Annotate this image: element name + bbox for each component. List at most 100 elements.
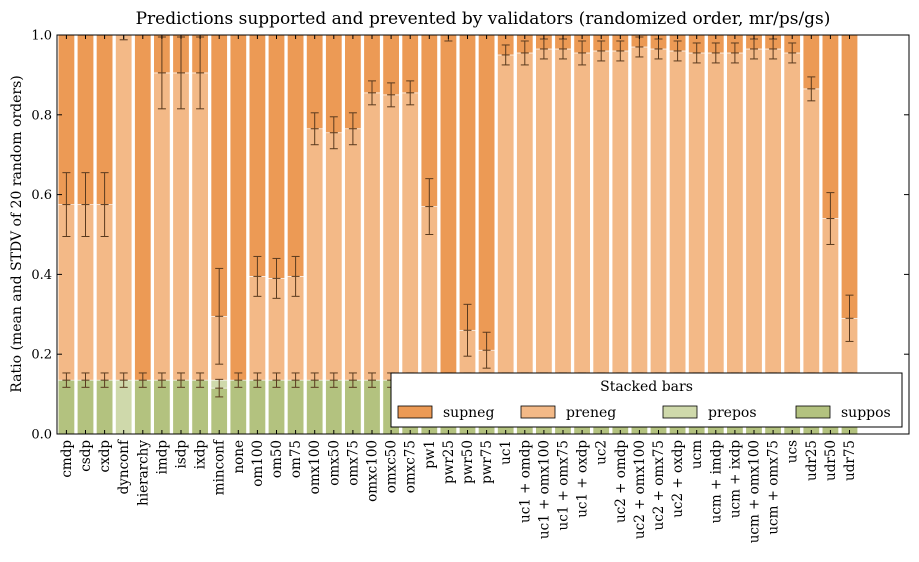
bar-uc1-omx75-preneg	[554, 48, 572, 381]
bar-isdp-preneg	[172, 72, 190, 381]
bar-imdp-preneg	[153, 72, 171, 381]
bar-omxc75-preneg	[401, 92, 419, 381]
errbar-cxdp-preneg	[100, 172, 109, 237]
legend-swatch-suppos	[795, 405, 831, 419]
errbar-om75-suppos	[291, 372, 300, 388]
bar-omxc100-suppos	[363, 379, 381, 435]
y-axis: 0.0 0.2 0.4 0.6 0.8 1.0	[31, 29, 909, 443]
x-tick-label: imdp	[154, 440, 170, 474]
errbar-ixdp-preneg	[196, 36, 205, 110]
bar-uc1-preneg	[497, 54, 515, 381]
errbar-uc1-oxdp-preneg	[578, 40, 587, 66]
errbar-omxc100-suppos	[368, 372, 376, 388]
errbar-imdp-suppos	[157, 372, 166, 388]
errbar-minconf-suppos	[215, 378, 224, 398]
y-tick-label: 0.0	[31, 428, 52, 443]
errbar-minconf-preneg	[215, 267, 224, 365]
errbar-ucm-imdp-preneg	[711, 42, 720, 64]
x-tick-label: omx100	[307, 440, 323, 494]
bar-uc2-omx100-preneg	[630, 46, 648, 381]
x-tick-label: dynconf	[116, 439, 132, 494]
errbar-omx50-suppos	[329, 372, 338, 388]
x-tick-label: omx75	[345, 440, 361, 486]
errbar-om100-suppos	[253, 372, 262, 388]
bar-imdp-suppos	[153, 379, 171, 435]
x-tick-label: uc1 + omx75	[556, 440, 572, 530]
bar-omx100-preneg	[306, 128, 324, 381]
errbar-udr50-preneg	[826, 192, 835, 245]
errbar-pwr50-preneg	[463, 303, 472, 357]
errbar-pwr75-preneg	[482, 331, 491, 369]
errbar-uc1-preneg	[501, 44, 510, 66]
bar-om100-supneg	[248, 34, 266, 277]
bar-omx50-preneg	[325, 132, 343, 381]
x-tick-label: uc2	[594, 440, 610, 465]
errbar-om100-preneg	[253, 255, 262, 297]
bar-omxc50-preneg	[382, 94, 400, 381]
bar-udr25-preneg	[802, 88, 820, 381]
bar-ucm-imdp-preneg	[707, 52, 725, 381]
x-tick-label: uc2 + omdp	[613, 440, 629, 523]
y-axis-label: Ratio (mean and STDV of 20 random orders…	[9, 75, 25, 392]
x-tick-label: cmdp	[59, 440, 75, 478]
bar-hierarchy-suppos	[134, 379, 152, 435]
errbar-om50-preneg	[272, 257, 281, 299]
bar-uc2-oxdp-preneg	[669, 50, 687, 381]
bar-ucm-omx75-preneg	[764, 48, 782, 381]
errbar-hierarchy-suppos	[138, 372, 147, 388]
x-tick-label: om75	[288, 440, 304, 478]
bar-none-supneg	[229, 34, 247, 381]
bar-hierarchy-supneg	[134, 34, 152, 381]
x-tick-label: omx50	[326, 440, 342, 486]
x-tick-label: udr75	[842, 440, 858, 481]
bar-udr50-supneg	[821, 34, 839, 219]
bar-pwr50-supneg	[458, 34, 476, 331]
x-tick-label: cxdp	[97, 440, 113, 472]
x-axis: cmdp csdp cxdp dynconf hierarchy imdp isdp ixdp…	[59, 35, 858, 543]
legend-swatch-supneg	[397, 405, 433, 419]
bar-ucm-ixdp-preneg	[726, 52, 744, 381]
legend-label-prepos: prepos	[708, 405, 757, 421]
bar-cxdp-suppos	[96, 379, 114, 435]
errbar-omx50-preneg	[329, 116, 338, 150]
bar-om100-suppos	[248, 379, 266, 435]
x-tick-label: ucm + imdp	[708, 440, 724, 523]
errbar-omxc100-preneg	[368, 80, 376, 106]
x-tick-label: pwr25	[441, 440, 457, 484]
bar-ucs-preneg	[783, 52, 801, 381]
bar-om75-suppos	[287, 379, 305, 435]
bar-omxc100-preneg	[363, 92, 381, 381]
errbar-cmdp-suppos	[62, 372, 71, 388]
plot-frame	[56, 34, 910, 435]
bar-udr75-supneg	[840, 34, 858, 319]
errbar-ucs-preneg	[788, 42, 797, 64]
bar-uc2-omx75-preneg	[649, 48, 667, 381]
errbar-omxc50-preneg	[387, 82, 396, 108]
legend: Stacked bars supneg preneg prepos suppos	[390, 372, 903, 428]
bar-omx100-suppos	[306, 379, 324, 435]
x-tick-label: pwr75	[479, 440, 495, 484]
y-tick-label: 1.0	[31, 29, 52, 44]
bars-group	[57, 34, 858, 435]
errbar-none-suppos	[234, 372, 243, 388]
x-tick-label: uc2 + oxdp	[670, 440, 686, 518]
bar-pwr25-supneg	[439, 34, 457, 381]
errbar-csdp-suppos	[81, 372, 90, 388]
legend-title: Stacked bars	[600, 379, 693, 395]
x-tick-label: minconf	[212, 439, 228, 495]
errbar-uc2-preneg	[597, 40, 606, 62]
bar-om50-supneg	[267, 34, 285, 279]
x-tick-label: udr50	[823, 440, 839, 481]
x-tick-label: omxc50	[384, 440, 400, 493]
errbar-omxc75-preneg	[406, 80, 415, 106]
x-tick-label: uc1 + omdp	[517, 440, 533, 523]
bar-uc1-omdp-preneg	[516, 52, 534, 381]
x-tick-label: ucs	[785, 440, 801, 463]
errbar-omx100-suppos	[310, 372, 319, 388]
bar-uc2-omdp-preneg	[611, 50, 629, 381]
x-tick-label: hierarchy	[135, 440, 151, 506]
x-tick-label: uc1	[498, 440, 514, 465]
x-tick-label: uc2 + omx100	[632, 440, 648, 539]
errbar-uc2-oxdp-preneg	[673, 40, 682, 62]
